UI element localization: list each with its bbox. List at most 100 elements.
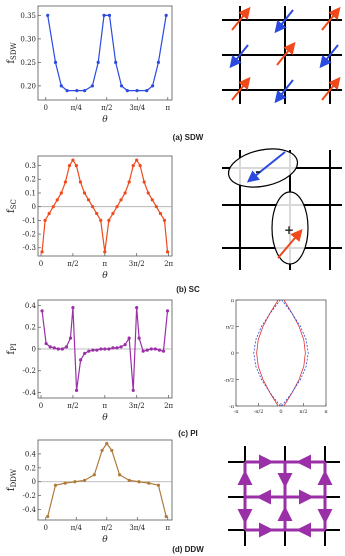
y-tick-label: 0.4	[25, 450, 37, 458]
sc-sign: -	[255, 164, 261, 180]
data-point	[145, 89, 149, 93]
data-point	[91, 205, 95, 209]
x-tick-label: -π	[234, 409, 240, 415]
sc-pair-ellipse	[227, 148, 299, 188]
x-tick-label: π	[165, 104, 170, 112]
data-point	[154, 205, 158, 209]
data-point	[165, 309, 170, 313]
data-point	[107, 218, 111, 222]
x-tick-label: π	[165, 524, 170, 532]
x-tick-label: π/4	[71, 524, 83, 532]
data-point	[158, 211, 163, 216]
data-point	[137, 336, 141, 340]
data-point	[156, 60, 161, 64]
data-point	[95, 211, 99, 216]
data-point	[53, 60, 58, 64]
sc-spin	[246, 151, 286, 183]
x-tick-label: 0	[44, 524, 48, 532]
x-tick-label: π	[103, 402, 108, 410]
y-tick-label: 0.35	[20, 12, 36, 20]
data-point	[52, 346, 56, 350]
data-point	[119, 198, 123, 202]
data-point	[119, 84, 124, 88]
data-point	[165, 250, 170, 254]
data-point	[164, 514, 168, 519]
data-point	[145, 348, 149, 352]
y-axis-label-main: f	[6, 208, 17, 213]
x-tick-label: π/2	[67, 402, 78, 410]
y-tick-label: 0	[32, 203, 36, 211]
plot-frame	[235, 299, 327, 407]
sc-sign: +	[284, 223, 294, 237]
data-point	[74, 163, 78, 168]
y-axis-label: fSDW	[6, 42, 18, 64]
x-axis-label: θ	[102, 535, 108, 545]
data-point	[162, 218, 167, 222]
sc-pair-ellipse	[271, 191, 309, 265]
data-point	[46, 514, 50, 519]
data-point	[142, 180, 146, 184]
data-point	[96, 60, 100, 64]
y-axis-label: fDDW	[6, 468, 18, 491]
x-tick-label: π/2	[101, 524, 112, 532]
y-tick-label: π	[231, 298, 235, 304]
x-tick-label: 0	[44, 104, 48, 112]
x-tick-label: 2π	[164, 260, 173, 268]
y-axis-label-subscript: SDW	[10, 42, 18, 60]
data-point	[83, 89, 87, 93]
data-point	[87, 349, 91, 353]
y-tick-label: 0.2	[25, 324, 36, 332]
plot-frame	[37, 5, 173, 101]
y-tick-label: -0.3	[23, 244, 37, 252]
data-point	[131, 388, 135, 392]
data-point	[40, 250, 44, 254]
data-point	[105, 441, 109, 446]
data-point	[90, 84, 94, 88]
data-point	[127, 180, 131, 184]
y-tick-label: -0.2	[23, 492, 37, 500]
data-point	[135, 89, 139, 93]
x-tick-label: π/2	[101, 104, 112, 112]
x-axis-label: θ	[102, 115, 108, 125]
data-point	[156, 483, 161, 487]
ddw-currents	[237, 454, 333, 538]
x-tick-label: π/2	[67, 260, 78, 268]
data-point	[46, 13, 50, 17]
data-point	[82, 191, 87, 195]
y-tick-label: 0.4	[25, 302, 37, 310]
data-point	[110, 448, 114, 453]
sc-spin	[277, 228, 303, 259]
data-point	[153, 347, 157, 351]
data-point	[164, 13, 168, 17]
x-tick-label: π/2	[299, 409, 307, 415]
y-tick-label: 0.25	[20, 59, 36, 67]
data-point	[127, 336, 131, 340]
y-axis-label-main: f	[6, 59, 17, 64]
data-point	[60, 347, 64, 351]
data-point	[86, 198, 91, 202]
data-point	[79, 358, 83, 362]
data-point	[95, 348, 99, 352]
data-point	[59, 84, 63, 88]
x-tick-label: 0	[39, 402, 43, 410]
y-tick-label: -0.2	[23, 231, 37, 239]
data-point	[51, 205, 55, 209]
data-point	[44, 341, 48, 346]
series-line	[41, 158, 169, 252]
data-point	[111, 346, 115, 350]
series-line	[256, 299, 279, 407]
data-point	[114, 60, 118, 64]
y-tick-label: 0.2	[25, 176, 36, 184]
data-point	[117, 473, 122, 477]
caption: (c) PI	[178, 429, 198, 438]
data-point	[71, 306, 75, 310]
y-axis-label: fSC	[6, 199, 18, 213]
y-tick-label: 0.1	[25, 189, 36, 197]
data-point	[68, 336, 73, 340]
data-point	[91, 348, 95, 352]
series-line	[253, 299, 281, 407]
y-axis-label-main: f	[6, 350, 17, 355]
x-tick-label: π	[103, 260, 108, 268]
data-point	[127, 478, 131, 482]
data-point	[99, 347, 103, 351]
